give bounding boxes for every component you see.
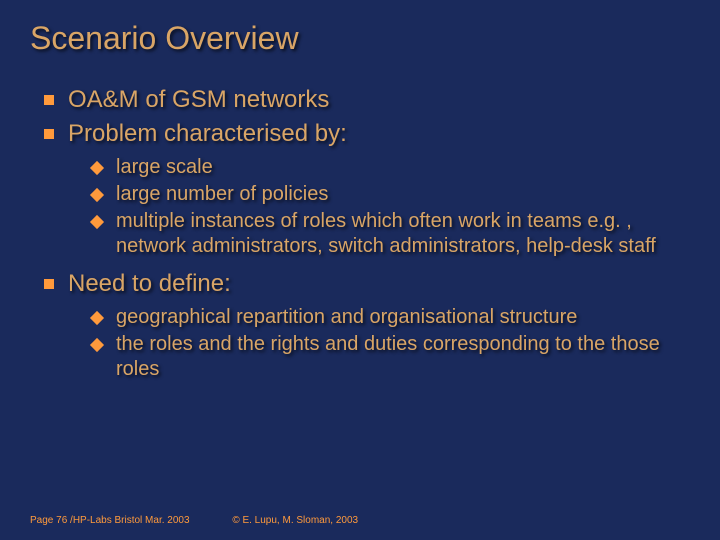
diamond-bullet-icon <box>90 215 104 229</box>
square-bullet-icon <box>44 129 54 139</box>
sub-bullet-text: multiple instances of roles which often … <box>116 209 676 259</box>
slide-title: Scenario Overview <box>30 20 690 57</box>
bullet-item: Problem characterised by: <box>44 119 690 149</box>
sub-bullet-item: large number of policies <box>92 182 690 207</box>
bullet-list-level2: geographical repartition and organisatio… <box>92 305 690 382</box>
bullet-text: OA&M of GSM networks <box>68 85 329 115</box>
diamond-bullet-icon <box>90 161 104 175</box>
bullet-list-level1: Need to define: <box>44 269 690 299</box>
sub-bullet-item: multiple instances of roles which often … <box>92 209 690 259</box>
bullet-list-level2: large scale large number of policies mul… <box>92 155 690 259</box>
sub-bullet-text: large number of policies <box>116 182 328 207</box>
bullet-item: Need to define: <box>44 269 690 299</box>
footer-copyright: © E. Lupu, M. Sloman, 2003 <box>232 515 358 526</box>
bullet-text: Need to define: <box>68 269 231 299</box>
sub-bullet-item: the roles and the rights and duties corr… <box>92 332 690 382</box>
bullet-item: OA&M of GSM networks <box>44 85 690 115</box>
bullet-list-level1: OA&M of GSM networks Problem characteris… <box>44 85 690 149</box>
sub-bullet-text: the roles and the rights and duties corr… <box>116 332 676 382</box>
sub-bullet-text: large scale <box>116 155 213 180</box>
sub-bullet-item: geographical repartition and organisatio… <box>92 305 690 330</box>
diamond-bullet-icon <box>90 338 104 352</box>
sub-bullet-item: large scale <box>92 155 690 180</box>
diamond-bullet-icon <box>90 188 104 202</box>
slide-footer: Page 76 /HP-Labs Bristol Mar. 2003 © E. … <box>30 515 358 526</box>
square-bullet-icon <box>44 279 54 289</box>
footer-page-info: Page 76 /HP-Labs Bristol Mar. 2003 <box>30 515 190 526</box>
sub-bullet-text: geographical repartition and organisatio… <box>116 305 577 330</box>
diamond-bullet-icon <box>90 311 104 325</box>
bullet-text: Problem characterised by: <box>68 119 347 149</box>
square-bullet-icon <box>44 95 54 105</box>
slide: Scenario Overview OA&M of GSM networks P… <box>0 0 720 540</box>
